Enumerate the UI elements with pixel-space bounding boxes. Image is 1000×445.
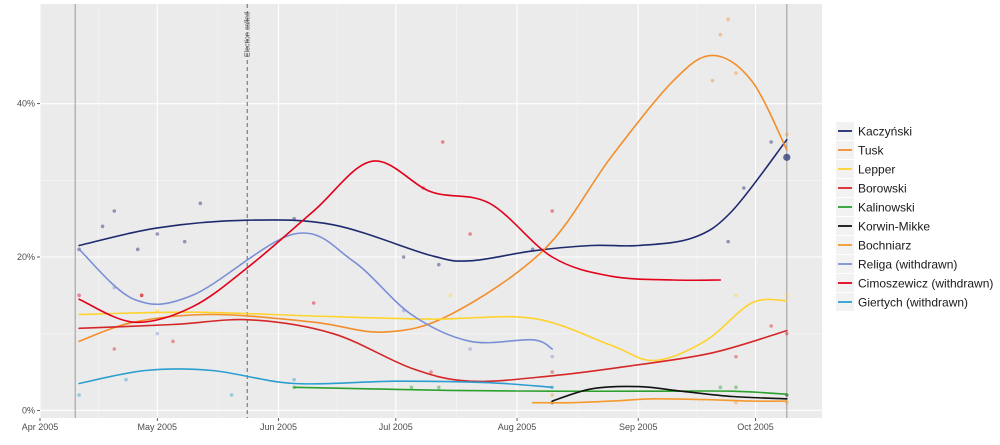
series-line-religa-withdrawn — [78, 232, 553, 350]
trend-lines — [78, 54, 788, 404]
data-point — [710, 78, 715, 83]
data-point — [785, 293, 789, 298]
data-point — [139, 293, 144, 298]
legend-label-lepper: Lepper — [858, 163, 895, 177]
x-tick-label: Sep 2005 — [619, 422, 658, 432]
data-point — [155, 308, 160, 313]
axes: Apr 2005 May 2005 Jun 2005 Jul 2005 Aug 2005… — [17, 99, 774, 432]
data-point — [726, 17, 730, 22]
data-point — [437, 385, 441, 390]
legend-label-religa-withdrawn: Religa (withdrawn) — [858, 258, 957, 272]
data-point — [100, 224, 105, 229]
reference-lines: Election called — [74, 4, 788, 418]
y-tick-label: 40% — [17, 99, 35, 109]
legend-box — [836, 120, 988, 314]
data-point — [550, 209, 555, 213]
series-line-cimoszewicz-withdrawn — [78, 160, 722, 324]
data-point — [734, 385, 738, 390]
series-line-korwin-mikke — [551, 385, 788, 402]
grid-layer — [39, 4, 822, 418]
series-line-giertych-withdrawn — [78, 368, 553, 389]
data-point — [718, 385, 723, 390]
data-point — [734, 293, 738, 298]
data-point — [734, 400, 738, 405]
legend-label-tusk: Tusk — [858, 144, 885, 158]
legend: Kaczyński Tusk Lepper Borowski Kalinowski Kor… — [836, 120, 993, 314]
data-point — [468, 232, 472, 236]
series-line-bochniarz — [531, 397, 788, 404]
series-line-tusk — [78, 54, 788, 343]
data-point — [229, 393, 234, 397]
data-point — [112, 209, 117, 213]
data-point — [409, 385, 414, 390]
data-point — [783, 153, 791, 161]
legend-label-bochniarz: Bochniarz — [858, 239, 911, 253]
y-tick-label: 0% — [22, 405, 35, 415]
data-point — [77, 393, 81, 397]
data-point — [550, 354, 555, 359]
data-point — [550, 393, 555, 397]
y-tick-label: 20% — [17, 252, 35, 262]
x-tick-label: Jun 2005 — [260, 422, 297, 432]
data-point — [155, 232, 160, 236]
series-line-kaczy-ski — [78, 138, 788, 262]
data-point — [718, 32, 723, 37]
series-line-borowski — [78, 318, 788, 383]
data-point — [311, 301, 316, 305]
x-tick-label: Aug 2005 — [498, 422, 537, 432]
data-point — [440, 140, 445, 144]
data-point — [769, 324, 773, 328]
data-point — [124, 377, 128, 382]
data-point — [171, 339, 175, 344]
legend-label-cimoszewicz-withdrawn: Cimoszewicz (withdrawn) — [858, 277, 993, 291]
series-line-kalinowski — [293, 386, 788, 395]
data-point — [401, 255, 406, 259]
data-point — [726, 239, 730, 244]
data-point — [734, 354, 738, 359]
legend-label-kaczy-ski: Kaczyński — [858, 125, 912, 139]
election-called-label: Election called — [245, 12, 252, 57]
data-point — [182, 239, 187, 244]
data-point — [734, 71, 738, 75]
series-line-lepper — [78, 298, 788, 362]
data-point — [292, 377, 296, 382]
data-point — [468, 347, 472, 351]
data-point — [135, 247, 140, 252]
legend-label-korwin-mikke: Korwin-Mikke — [858, 220, 930, 234]
data-point — [785, 132, 789, 137]
x-tick-label: May 2005 — [138, 422, 178, 432]
x-tick-label: Apr 2005 — [22, 422, 59, 432]
data-point — [550, 370, 555, 374]
data-point — [769, 140, 773, 144]
data-point — [77, 293, 81, 298]
data-point — [742, 186, 746, 190]
data-point — [448, 293, 453, 298]
legend-label-borowski: Borowski — [858, 182, 907, 196]
x-tick-label: Jul 2005 — [379, 422, 413, 432]
data-point — [198, 201, 203, 206]
data-point — [112, 347, 117, 351]
legend-label-giertych-withdrawn: Giertych (withdrawn) — [858, 296, 968, 310]
legend-label-kalinowski: Kalinowski — [858, 201, 915, 215]
data-point — [429, 370, 433, 374]
data-point — [139, 293, 144, 298]
x-tick-label: Oct 2005 — [737, 422, 774, 432]
data-point — [785, 331, 789, 336]
data-point — [437, 262, 441, 267]
data-point — [155, 331, 160, 336]
